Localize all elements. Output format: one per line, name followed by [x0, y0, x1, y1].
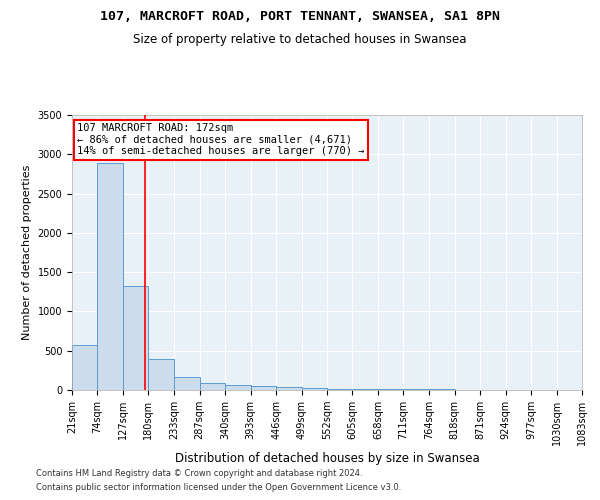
Bar	[302, 388, 327, 390]
Text: 107, MARCROFT ROAD, PORT TENNANT, SWANSEA, SA1 8PN: 107, MARCROFT ROAD, PORT TENNANT, SWANSE…	[100, 10, 500, 23]
X-axis label: Distribution of detached houses by size in Swansea: Distribution of detached houses by size …	[175, 452, 479, 465]
Bar	[225, 386, 251, 390]
Text: Contains HM Land Registry data © Crown copyright and database right 2024.: Contains HM Land Registry data © Crown c…	[36, 468, 362, 477]
Bar	[327, 388, 352, 390]
Y-axis label: Number of detached properties: Number of detached properties	[22, 165, 32, 340]
Bar	[251, 386, 276, 390]
Bar	[276, 388, 302, 390]
Bar	[123, 286, 148, 390]
Bar	[174, 378, 200, 390]
Text: 107 MARCROFT ROAD: 172sqm
← 86% of detached houses are smaller (4,671)
14% of se: 107 MARCROFT ROAD: 172sqm ← 86% of detac…	[77, 123, 365, 156]
Bar	[97, 163, 123, 390]
Bar	[148, 358, 174, 390]
Bar	[72, 345, 97, 390]
Bar	[378, 389, 403, 390]
Text: Contains public sector information licensed under the Open Government Licence v3: Contains public sector information licen…	[36, 484, 401, 492]
Text: Size of property relative to detached houses in Swansea: Size of property relative to detached ho…	[133, 32, 467, 46]
Bar	[200, 382, 225, 390]
Bar	[352, 389, 378, 390]
